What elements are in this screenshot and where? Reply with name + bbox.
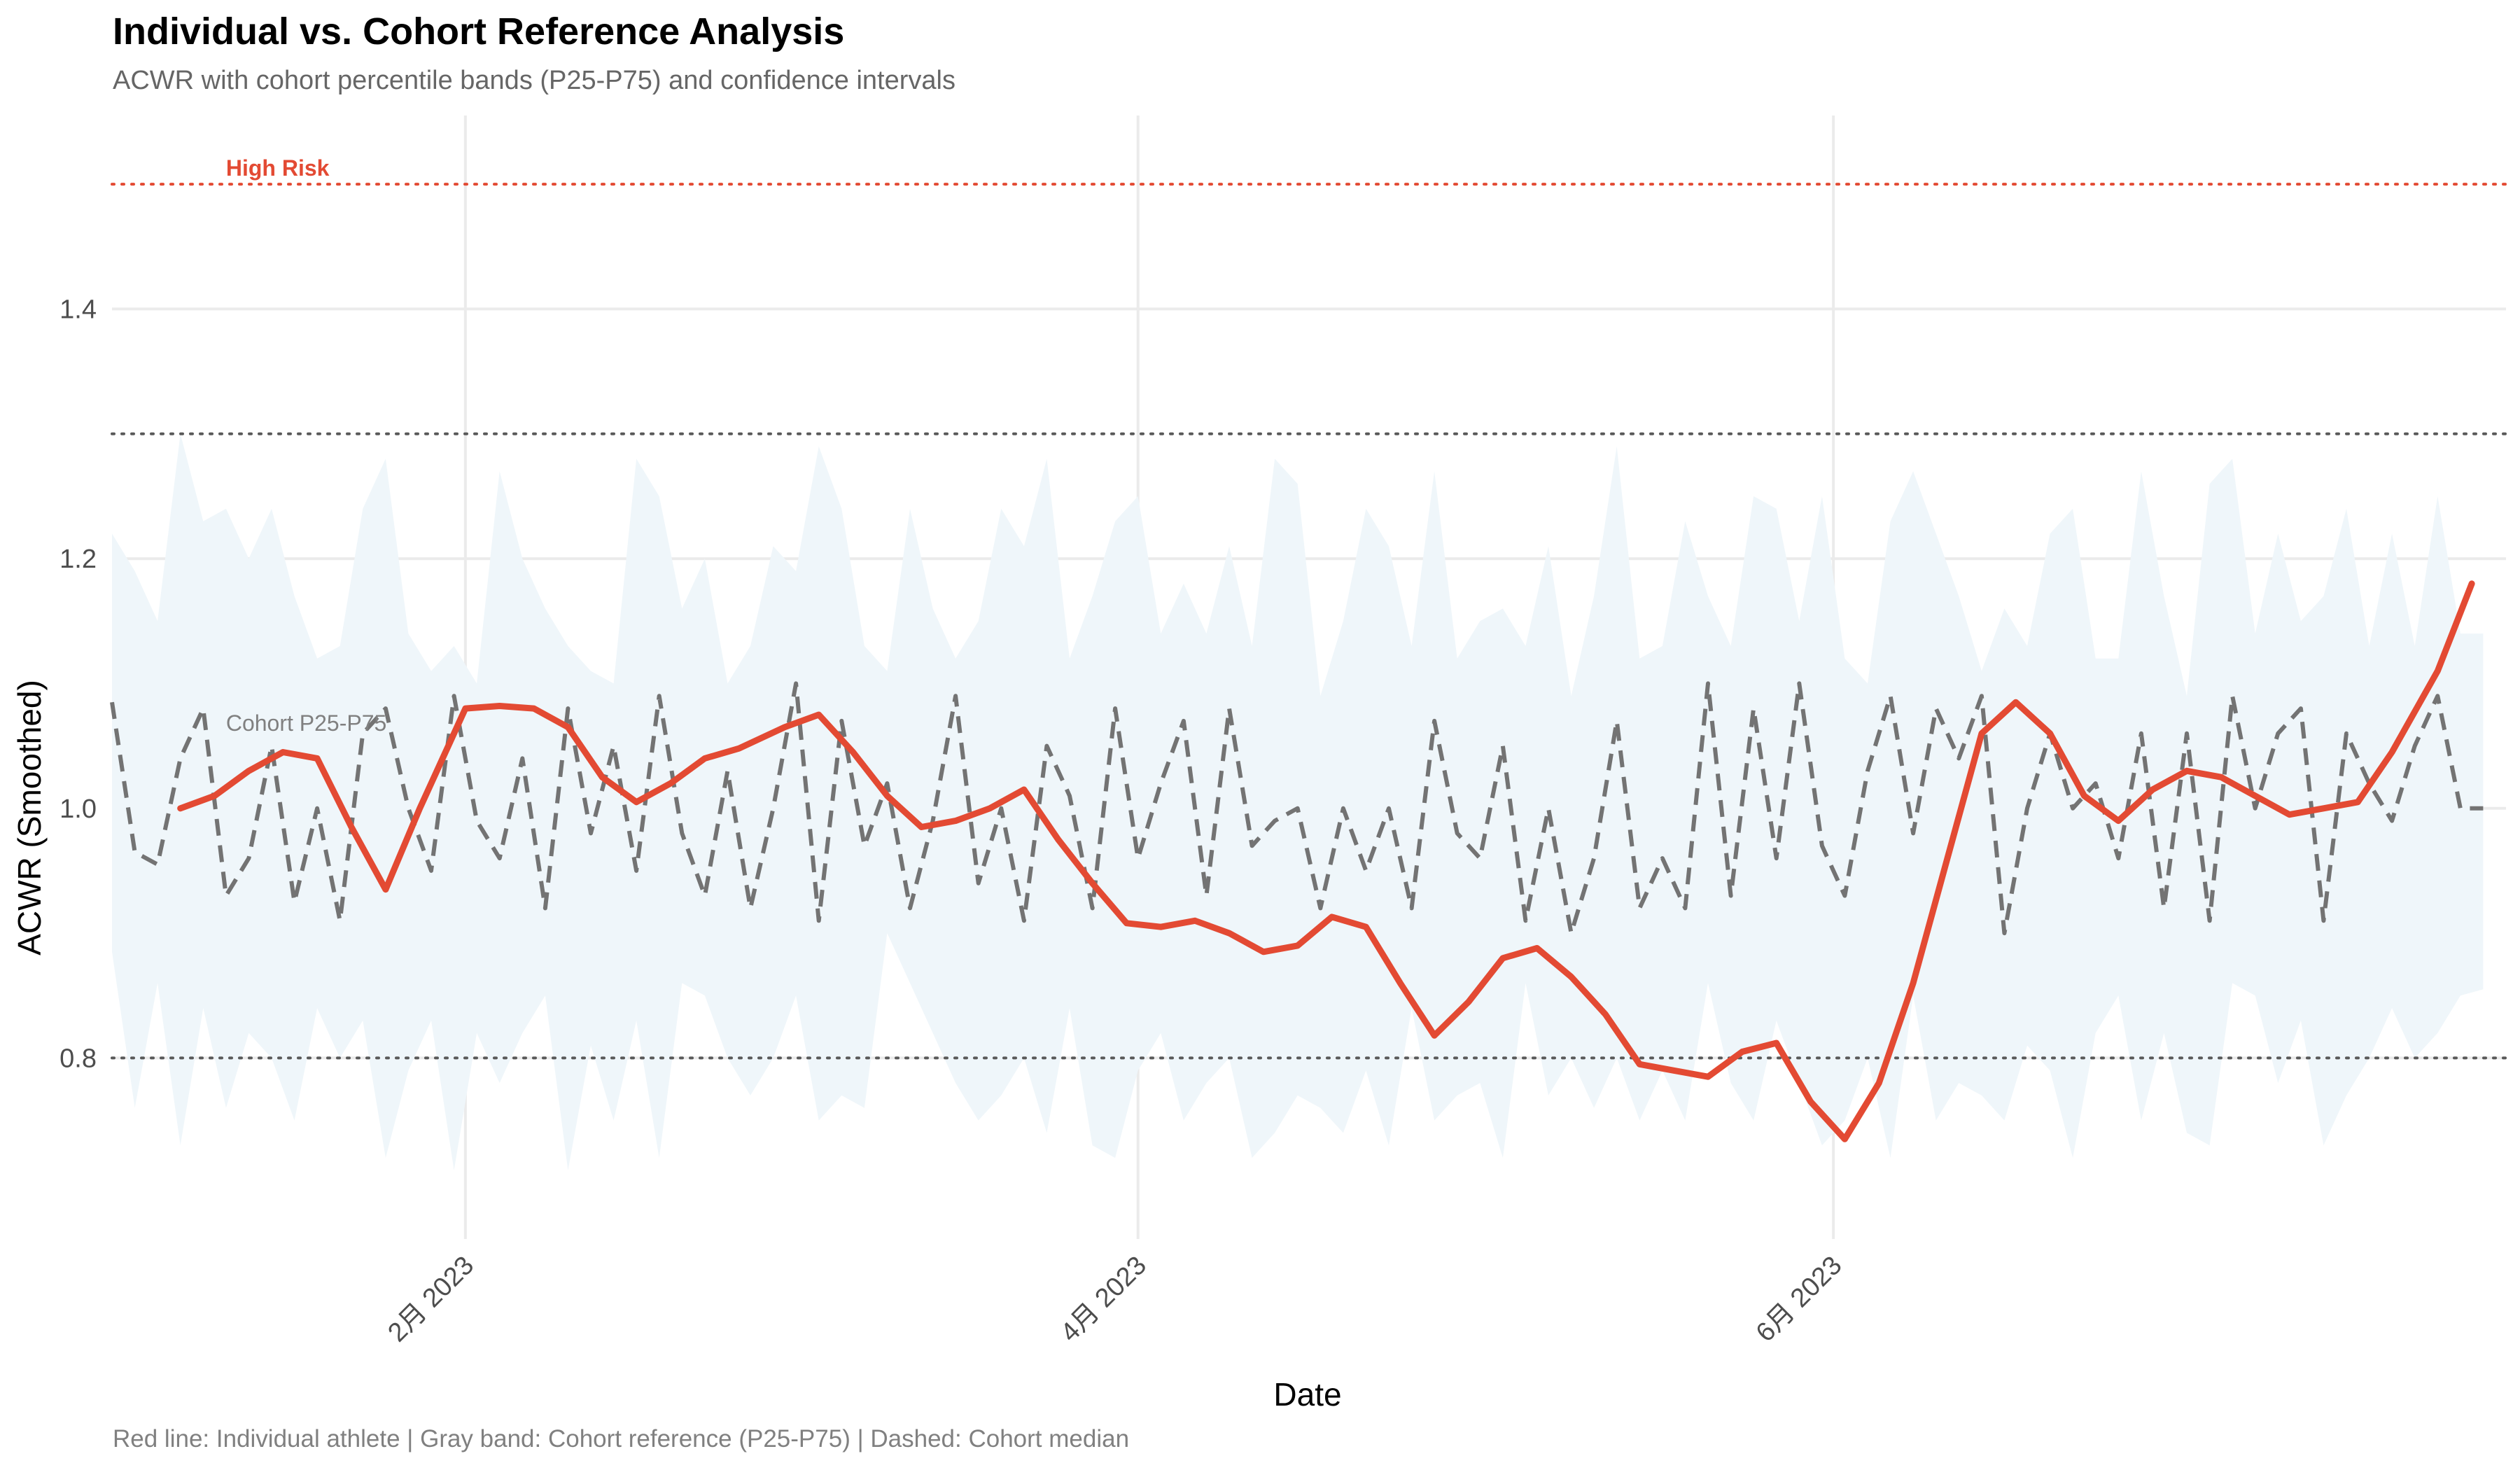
chart-caption: Red line: Individual athlete | Gray band… (113, 1425, 1130, 1452)
x-tick-label: 6月 2023 (1751, 1251, 1848, 1348)
cohort-band-label: Cohort P25-P75 (226, 710, 386, 736)
individual-line (177, 580, 2475, 1142)
cohort-band (112, 433, 2484, 1170)
cohort-median-layer (110, 681, 2484, 936)
chart-title: Individual vs. Cohort Reference Analysis (113, 10, 845, 52)
x-axis-title: Date (1273, 1376, 1341, 1413)
y-axis-title: ACWR (Smoothed) (11, 680, 48, 955)
y-tick-label: 1.0 (59, 794, 97, 824)
high-risk-label: High Risk (226, 155, 330, 181)
x-tick-label: 2月 2023 (382, 1251, 479, 1348)
cohort-median-line (110, 681, 2484, 936)
y-tick-label: 1.4 (59, 295, 97, 324)
y-tick-label: 0.8 (59, 1044, 97, 1073)
individual-layer (177, 580, 2475, 1142)
y-tick-label: 1.2 (59, 545, 97, 574)
chart-labels: High Risk Cohort P25-P75 (226, 155, 386, 736)
reference-lines (111, 183, 2507, 1060)
chart-subtitle: ACWR with cohort percentile bands (P25-P… (113, 66, 955, 95)
cohort-band-layer (112, 433, 2484, 1170)
x-tick-label: 4月 2023 (1055, 1251, 1152, 1348)
